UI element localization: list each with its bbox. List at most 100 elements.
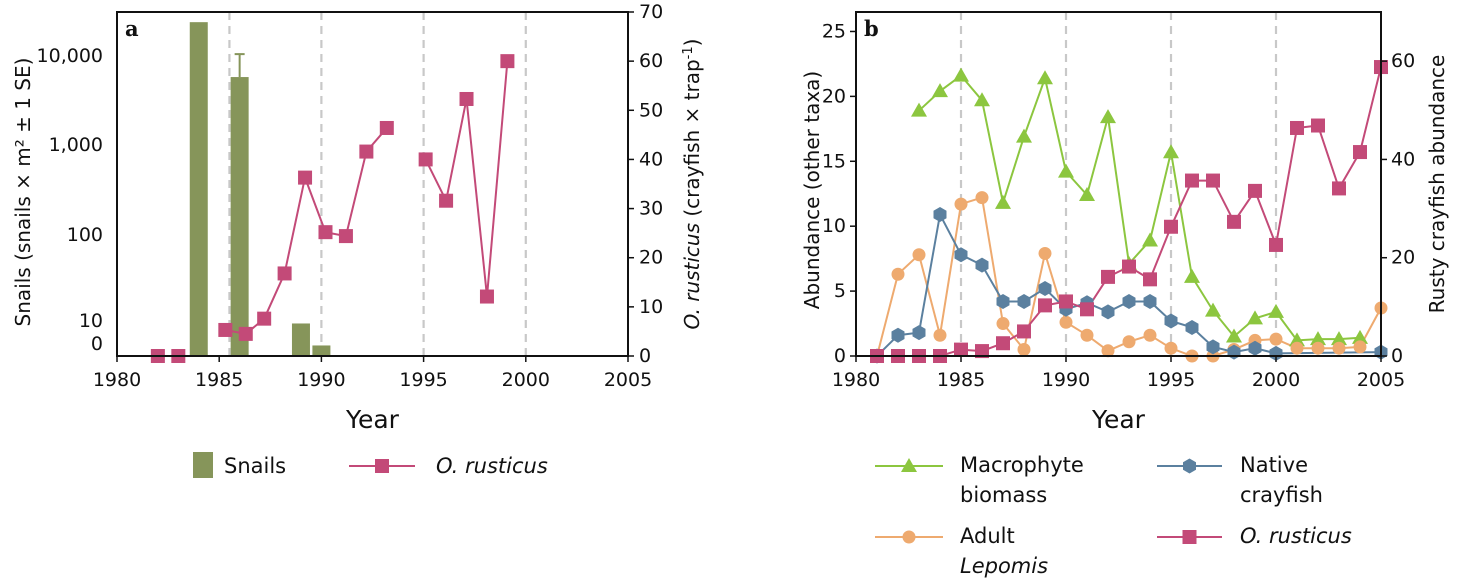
series-point-macrophyte [1016, 128, 1032, 143]
legend-label-rusticus: O. rusticus [1240, 524, 1352, 548]
y-right-tick-label-a: 30 [639, 198, 663, 220]
y-right-tick-label-a: 10 [639, 296, 663, 318]
series-point-lepomis [1290, 341, 1304, 355]
legend-label-lepomis: Adult [960, 524, 1015, 548]
rusticus-point-a [277, 266, 292, 281]
series-point-lepomis [1164, 341, 1178, 355]
series-point-rusticus [1290, 120, 1304, 135]
series-point-rusticus [1017, 324, 1031, 339]
rusticus-point-a [379, 120, 394, 135]
rusticus-point-a [500, 54, 515, 69]
series-point-lepomis [933, 328, 947, 342]
series-point-lepomis [1122, 335, 1136, 349]
series-point-macrophyte [1289, 332, 1305, 347]
x-tick-label-b: 1995 [1147, 369, 1195, 391]
series-point-rusticus [1143, 272, 1157, 287]
x-tick-label-a: 2005 [604, 369, 652, 391]
y-left-tick-label-a: 10,000 [37, 45, 103, 67]
series-point-lepomis [1101, 344, 1115, 358]
series-point-lepomis [1080, 328, 1094, 342]
legend-a: Snails O. rusticus [193, 452, 548, 478]
x-tick-label-b: 1980 [832, 369, 880, 391]
series-point-rusticus [1248, 183, 1262, 198]
y-left-tick-label-b: 10 [822, 215, 846, 237]
series-point-macrophyte [932, 83, 948, 98]
rusticus-point-a [298, 170, 313, 185]
series-point-lepomis [891, 267, 905, 281]
y-left-axis-title-b: Abundance (other taxa) [800, 71, 824, 309]
series-point-native [1164, 313, 1178, 329]
legend-marker-rusticus [1182, 530, 1197, 544]
y-right-tick-label-a: 20 [639, 247, 663, 269]
series-point-native [912, 325, 926, 341]
snail-bar [291, 323, 310, 356]
series-point-native [1269, 345, 1283, 361]
series-point-lepomis [1059, 315, 1073, 329]
legend-label2-lepomis: Lepomis [960, 554, 1048, 578]
y-left-tick-label-b: 25 [822, 20, 846, 42]
series-point-rusticus [1080, 302, 1094, 317]
rusticus-point-a [479, 289, 494, 304]
y-left-tick-label-a: 10 [79, 310, 103, 332]
series-point-macrophyte [995, 194, 1011, 209]
y-left-tick-label-b: 15 [822, 150, 846, 172]
x-axis-title-b: Year [1091, 405, 1146, 434]
y-right-tick-label-b: 20 [1391, 247, 1415, 269]
y-right-axis-title-b: Rusty crayfish abundance [1425, 55, 1449, 314]
series-point-macrophyte [1268, 303, 1284, 318]
snail-bar [312, 345, 331, 356]
series-point-macrophyte [1142, 232, 1158, 247]
series-point-macrophyte [1226, 328, 1242, 343]
series-point-native [1185, 319, 1199, 335]
rusticus-point-a [359, 144, 374, 159]
rusticus-point-a [318, 225, 333, 240]
series-point-native [933, 207, 947, 223]
y-right-tick-label-b: 40 [1391, 148, 1415, 170]
series-point-macrophyte [1079, 187, 1095, 202]
series-point-rusticus [954, 342, 968, 357]
x-tick-label-a: 1985 [195, 369, 243, 391]
series-point-rusticus [1206, 173, 1220, 188]
series-point-rusticus [1101, 269, 1115, 284]
legend-marker-rusticus-a [375, 459, 389, 473]
plot-frame-a [116, 11, 629, 357]
series-point-rusticus [1332, 181, 1346, 196]
legend-label-macrophyte: Macrophyte [960, 453, 1084, 477]
y-left-tick-label-b: 0 [834, 345, 846, 367]
series-point-native [1248, 340, 1262, 356]
series-point-rusticus [1269, 237, 1283, 252]
series-point-macrophyte [1331, 331, 1347, 346]
legend-label2-native: crayfish [1240, 483, 1323, 507]
legend-b: Macrophyte biomass Native crayfish Adult Lepo… [875, 453, 1352, 578]
series-point-rusticus [1185, 173, 1199, 188]
series-point-macrophyte [911, 102, 927, 117]
series-point-native [975, 257, 989, 273]
y-left-tick-label-a: 1,000 [49, 134, 103, 156]
x-tick-label-a: 1995 [399, 369, 447, 391]
series-point-native [891, 327, 905, 343]
panel-letter-b: b [864, 16, 879, 41]
y-right-tick-label-a: 70 [639, 1, 663, 23]
series-point-macrophyte [1163, 144, 1179, 159]
legend-label-native: Native [1240, 453, 1308, 477]
y-right-tick-label-b: 0 [1391, 345, 1403, 367]
rusticus-point-a [439, 193, 454, 208]
series-point-lepomis [912, 248, 926, 262]
series-point-native [1038, 281, 1052, 296]
x-tick-label-a: 1980 [93, 369, 141, 391]
snail-bar [189, 22, 208, 357]
legend-marker-native [1183, 458, 1196, 474]
series-point-lepomis [996, 317, 1010, 331]
y-right-tick-label-a: 0 [639, 345, 651, 367]
rusticus-point-a [218, 322, 233, 337]
series-point-macrophyte [974, 92, 990, 107]
y-left-tick-label-b: 20 [822, 85, 846, 107]
panel-a: 1980 1985 1990 1995 2000 20050101001,00010,00… [11, 1, 704, 434]
y-left-axis-title-a: Snails (snails × m² ± 1 SE) [11, 58, 35, 327]
y-right-tick-label-a: 40 [639, 148, 663, 170]
series-point-rusticus [975, 344, 989, 359]
legend-label-snails: Snails [224, 454, 286, 478]
rusticus-point-a [257, 311, 272, 326]
rusticus-point-a [238, 326, 253, 341]
